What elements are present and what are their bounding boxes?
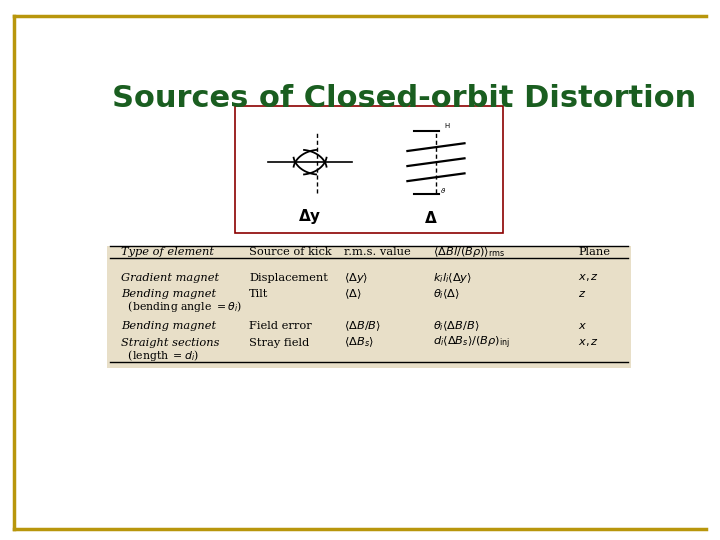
Text: Sources of Closed-orbit Distortion: Sources of Closed-orbit Distortion — [112, 84, 696, 112]
Text: $k_i l_i\langle\Delta y\rangle$: $k_i l_i\langle\Delta y\rangle$ — [433, 271, 472, 285]
Text: Bending magnet: Bending magnet — [121, 321, 216, 331]
Text: $\langle\Delta\rangle$: $\langle\Delta\rangle$ — [344, 287, 361, 301]
Text: Gradient magnet: Gradient magnet — [121, 273, 219, 282]
Text: $\langle\Delta B/B\rangle$: $\langle\Delta B/B\rangle$ — [344, 319, 381, 333]
Text: Straight sections: Straight sections — [121, 338, 219, 348]
Text: $z$: $z$ — [578, 289, 587, 299]
Text: (length $= d_i$): (length $= d_i$) — [121, 348, 199, 362]
Text: $\theta_i\langle\Delta\rangle$: $\theta_i\langle\Delta\rangle$ — [433, 287, 460, 301]
Text: $x, z$: $x, z$ — [578, 337, 599, 348]
Text: $\vartheta$: $\vartheta$ — [441, 186, 446, 195]
Text: (bending angle $= \theta_i$): (bending angle $= \theta_i$) — [121, 299, 242, 314]
Text: $\mathbf{\Delta}$: $\mathbf{\Delta}$ — [423, 210, 437, 226]
Text: Displacement: Displacement — [249, 273, 328, 282]
Text: $\mathbf{\Delta y}$: $\mathbf{\Delta y}$ — [298, 207, 322, 226]
Text: $x$: $x$ — [578, 321, 588, 331]
Text: Plane: Plane — [578, 247, 611, 257]
Text: H: H — [444, 123, 449, 129]
Text: Field error: Field error — [249, 321, 312, 331]
Text: $x, z$: $x, z$ — [578, 272, 599, 283]
Text: $d_i\langle\Delta B_s\rangle/(B\rho)_{\rm inj}$: $d_i\langle\Delta B_s\rangle/(B\rho)_{\r… — [433, 334, 510, 351]
Text: $\langle\Delta B_s\rangle$: $\langle\Delta B_s\rangle$ — [344, 336, 374, 349]
Text: $\langle\Delta y\rangle$: $\langle\Delta y\rangle$ — [344, 271, 368, 285]
Text: $\langle\Delta Bl/(B\rho)\rangle_{\rm rms}$: $\langle\Delta Bl/(B\rho)\rangle_{\rm rm… — [433, 245, 505, 259]
Text: r.m.s. value: r.m.s. value — [344, 247, 410, 257]
Text: Bending magnet: Bending magnet — [121, 289, 216, 299]
Text: $\theta_i\langle\Delta B/B\rangle$: $\theta_i\langle\Delta B/B\rangle$ — [433, 319, 480, 333]
Text: Source of kick: Source of kick — [249, 247, 332, 257]
Text: Tilt: Tilt — [249, 289, 269, 299]
Text: Type of element: Type of element — [121, 247, 214, 257]
Text: Stray field: Stray field — [249, 338, 310, 348]
